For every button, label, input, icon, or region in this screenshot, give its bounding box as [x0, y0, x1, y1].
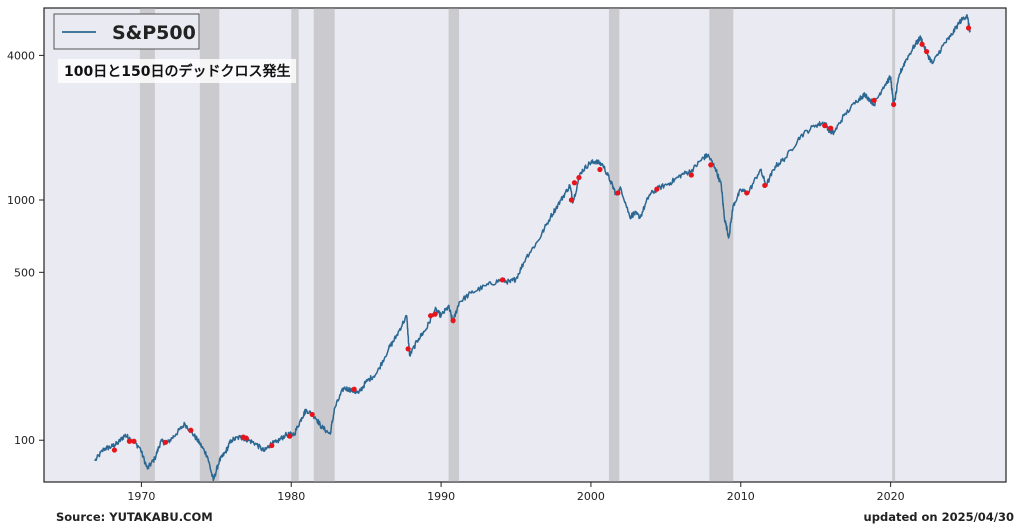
recession-band — [608, 8, 620, 482]
dead-cross-marker — [162, 439, 168, 445]
y-tick-label: 1000 — [7, 194, 35, 207]
dead-cross-marker — [568, 197, 575, 203]
x-tick-label: 1970 — [127, 490, 155, 503]
recession-band — [199, 8, 220, 482]
dead-cross-marker — [923, 48, 930, 55]
x-tick-label: 1980 — [277, 490, 305, 503]
dead-cross-marker — [269, 442, 275, 449]
dead-cross-marker — [309, 411, 315, 418]
legend: S&P500 — [53, 13, 200, 50]
dead-cross-marker — [919, 41, 925, 47]
recession-band — [709, 8, 734, 482]
dead-cross-marker — [111, 447, 118, 453]
dead-cross-marker — [597, 166, 603, 173]
y-tick-label: 500 — [14, 266, 35, 279]
source-credit: Source: YUTAKABU.COM — [56, 510, 213, 524]
annotation: 100日と150日のデッドクロス発生 — [58, 59, 296, 83]
legend-label: S&P500 — [112, 22, 196, 44]
y-tick-label: 100 — [14, 434, 35, 447]
x-tick-label: 1990 — [427, 490, 455, 503]
updated-date: updated on 2025/04/30 — [863, 510, 1014, 524]
x-tick-label: 2010 — [727, 490, 755, 503]
recession-bands — [139, 8, 896, 482]
dead-cross-marker — [243, 435, 249, 441]
y-tick-label: 4000 — [7, 49, 35, 62]
dead-cross-marker — [351, 386, 357, 392]
dead-cross-marker — [828, 125, 834, 131]
dead-cross-marker — [965, 25, 972, 31]
annotation-text: 100日と150日のデッドクロス発生 — [64, 63, 290, 80]
dead-cross-marker — [891, 101, 897, 108]
dead-cross-marker — [688, 172, 694, 178]
dead-cross-marker — [708, 162, 714, 168]
dead-cross-marker — [571, 180, 578, 186]
dead-cross-marker — [188, 427, 194, 433]
dead-cross-marker — [654, 186, 660, 192]
dead-cross-marker — [576, 174, 582, 181]
annotation-box — [58, 59, 296, 83]
dead-cross-markers — [111, 25, 972, 453]
dead-cross-marker — [427, 313, 434, 319]
x-tick-label: 2020 — [877, 490, 905, 503]
dead-cross-marker — [871, 97, 877, 103]
dead-cross-marker — [432, 311, 438, 317]
axis-ticks: 1970 1980 1990 2000 2010 2020 100 500 1000 4000 — [7, 49, 905, 503]
dead-cross-marker — [822, 123, 828, 129]
dead-cross-marker — [405, 346, 411, 352]
recession-band — [892, 8, 896, 482]
recession-band — [291, 8, 299, 482]
dead-cross-marker — [744, 190, 750, 196]
dead-cross-marker — [450, 317, 456, 324]
dead-cross-marker — [499, 277, 506, 283]
recession-band — [448, 8, 460, 482]
dead-cross-marker — [615, 190, 621, 196]
dead-cross-marker — [126, 438, 133, 444]
dead-cross-marker — [131, 438, 137, 444]
plot-area — [43, 7, 1007, 483]
dead-cross-marker — [287, 433, 293, 439]
x-tick-label: 2000 — [577, 490, 605, 503]
dead-cross-marker — [762, 182, 768, 189]
recession-band — [139, 8, 155, 482]
recession-band — [313, 8, 335, 482]
